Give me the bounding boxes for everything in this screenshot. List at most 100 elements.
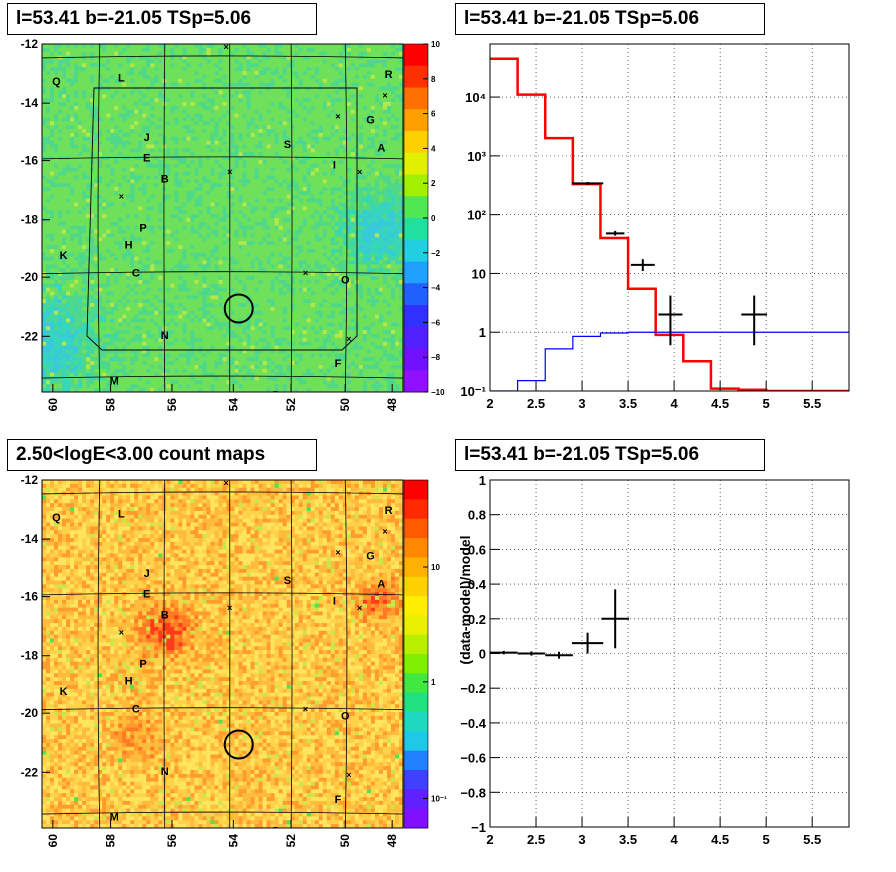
residual-map-pixel — [154, 341, 159, 346]
residual-map-pixel — [86, 225, 91, 230]
residual-map-pixel — [234, 225, 239, 230]
residual-map-pixel — [158, 198, 163, 203]
residual-map-pixel — [58, 82, 63, 87]
residual-map-pixel — [94, 276, 99, 281]
residual-map-pixel — [134, 245, 139, 250]
residual-map-pixel — [138, 376, 143, 381]
residual-map-pixel — [110, 345, 115, 350]
residual-map-pixel — [82, 78, 87, 83]
residual-map-pixel — [206, 63, 211, 68]
residual-map-pixel — [62, 241, 67, 246]
residual-map-pixel — [158, 113, 163, 118]
residual-map-pixel — [54, 291, 59, 296]
residual-map-pixel — [214, 279, 219, 285]
residual-map-pixel — [114, 44, 119, 49]
residual-map-pixel — [122, 55, 127, 60]
residual-map-pixel — [158, 140, 163, 145]
residual-map-pixel — [218, 279, 223, 285]
residual-map-pixel — [42, 156, 47, 161]
residual-map-pixel — [102, 364, 107, 370]
residual-map-pixel — [118, 318, 123, 323]
residual-map-pixel — [198, 105, 203, 111]
residual-map-pixel — [246, 337, 251, 343]
residual-map-pixel — [170, 102, 175, 107]
residual-map-pixel — [46, 198, 51, 203]
residual-map-pixel — [190, 225, 195, 230]
residual-map-pixel — [206, 218, 211, 223]
residual-map-pixel — [242, 330, 247, 335]
residual-map-pixel — [230, 376, 235, 381]
residual-map-pixel — [230, 67, 235, 72]
residual-map-pixel — [190, 345, 195, 350]
residual-map-pixel — [246, 303, 251, 308]
residual-map-pixel — [62, 264, 67, 269]
residual-map-pixel — [114, 94, 119, 99]
residual-map-pixel — [210, 372, 215, 377]
residual-map-pixel — [198, 291, 203, 296]
residual-map-pixel — [234, 310, 239, 315]
residual-map-pixel — [254, 368, 259, 373]
residual-map-pixel — [74, 303, 79, 308]
residual-map-pixel — [130, 341, 135, 346]
residual-map-pixel — [50, 245, 55, 250]
residual-map-pixel — [94, 109, 99, 114]
residual-map-pixel — [174, 140, 179, 145]
residual-map-pixel — [62, 245, 67, 250]
residual-map-pixel — [202, 241, 207, 246]
residual-map-pixel — [206, 71, 211, 76]
residual-map-pixel — [94, 326, 99, 331]
residual-map-pixel — [122, 225, 127, 230]
residual-map-pixel — [118, 218, 123, 223]
residual-map-pixel — [198, 303, 203, 308]
residual-map-pixel — [182, 295, 187, 300]
residual-map-pixel — [126, 245, 131, 250]
residual-map-pixel — [142, 113, 147, 118]
residual-map-pixel — [230, 334, 235, 339]
residual-map-pixel — [238, 55, 243, 60]
residual-map-pixel — [234, 94, 239, 99]
residual-map-pixel — [130, 353, 135, 358]
residual-map-pixel — [86, 357, 91, 362]
residual-map-pixel — [118, 190, 123, 196]
residual-map-pixel — [202, 55, 207, 60]
residual-map-pixel — [214, 345, 219, 350]
residual-map-pixel — [222, 384, 227, 389]
residual-map-pixel — [142, 98, 147, 103]
residual-map-pixel — [150, 47, 155, 53]
residual-map-pixel — [70, 113, 75, 118]
residual-map-pixel — [58, 252, 63, 257]
residual-map-pixel — [138, 132, 143, 138]
residual-map-pixel — [90, 218, 95, 223]
residual-map-pixel — [254, 190, 259, 196]
residual-map-pixel — [150, 245, 155, 250]
residual-map-pixel — [258, 276, 263, 281]
residual-map-pixel — [242, 283, 247, 288]
residual-map-pixel — [82, 67, 87, 72]
residual-map-pixel — [62, 202, 67, 207]
residual-map-pixel — [242, 94, 247, 99]
residual-map-pixel — [186, 86, 191, 91]
residual-map-pixel — [154, 303, 159, 308]
residual-map-pixel — [206, 306, 211, 312]
residual-map-pixel — [194, 388, 199, 392]
residual-map-pixel — [174, 98, 179, 103]
residual-map-pixel — [114, 136, 119, 141]
residual-map-pixel — [174, 218, 179, 223]
residual-map-pixel — [142, 218, 147, 223]
residual-map-pixel — [102, 183, 107, 188]
residual-map-pixel — [222, 98, 227, 103]
residual-map-pixel — [182, 256, 187, 261]
residual-map-pixel — [198, 59, 203, 64]
residual-map-pixel — [194, 156, 199, 161]
residual-map-pixel — [214, 140, 219, 145]
residual-map-pixel — [158, 156, 163, 161]
residual-map-pixel — [250, 148, 255, 153]
residual-map-pixel — [254, 113, 259, 118]
residual-map-pixel — [182, 306, 187, 312]
residual-map-pixel — [58, 140, 63, 145]
residual-map-pixel — [150, 51, 155, 56]
residual-map-pixel — [78, 287, 83, 292]
residual-map-pixel — [134, 187, 139, 192]
residual-map-pixel — [142, 194, 147, 199]
residual-map-pixel — [214, 357, 219, 362]
